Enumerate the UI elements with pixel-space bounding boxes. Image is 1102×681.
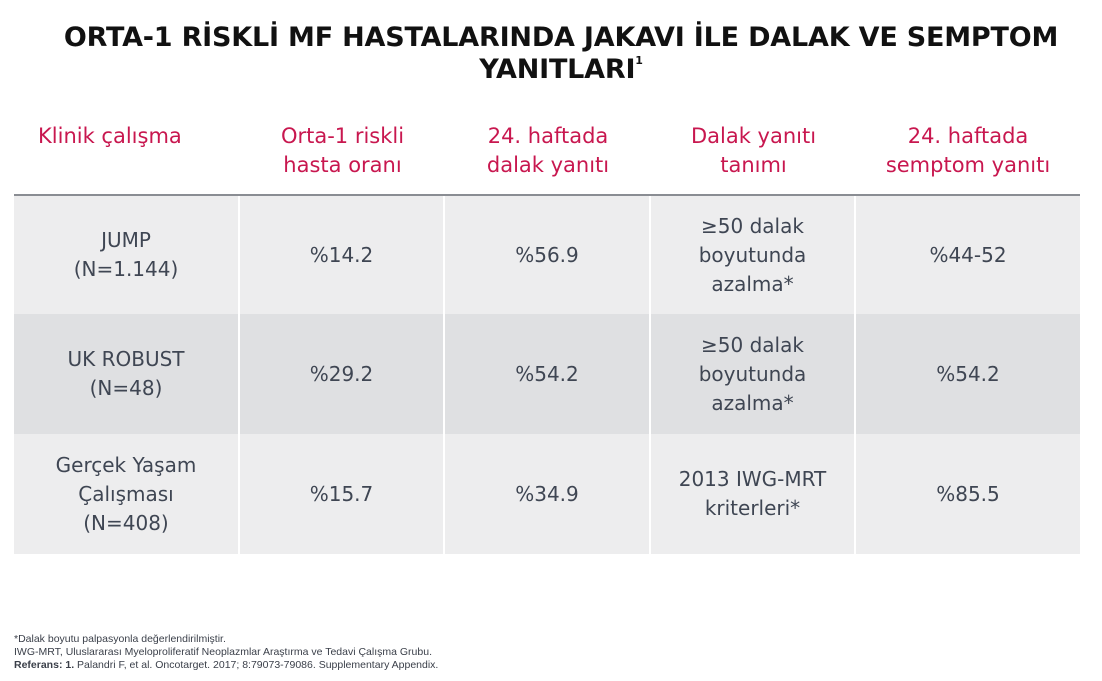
cell-symptom-response: %54.2 [856,314,1080,434]
cell-spleen-response: %54.2 [445,314,651,434]
cell-response-definition: ≥50 dalak boyutunda azalma* [651,314,856,434]
header-spleen-response-24w: 24. haftada dalak yanıtı [486,124,610,177]
title-line-2: YANITLARI1 [60,54,1062,86]
table-row: UK ROBUST (N=48) %29.2 %54.2 ≥50 dalak b… [14,314,1080,434]
footnote-abbreviation: IWG-MRT, Uluslararası Myeloproliferatif … [14,646,432,658]
reference-label: Referans: 1. [14,659,75,671]
table-row: Gerçek Yaşam Çalışması (N=408) %15.7 %34… [14,434,1080,554]
header-clinical-study: Klinik çalışma [38,124,182,148]
header-symptom-response-24w: 24. haftada semptom yanıtı [885,124,1051,177]
page-title: ORTA-1 RİSKLİ MF HASTALARINDA JAKAVI İLE… [60,22,1062,86]
table-header-row: Klinik çalışma Orta-1 riskli hasta oranı… [14,112,1080,196]
results-table: Klinik çalışma Orta-1 riskli hasta oranı… [14,112,1080,554]
cell-int1-risk-ratio: %14.2 [240,196,445,314]
footnotes: *Dalak boyutu palpasyonla değerlendirilm… [14,633,438,672]
cell-study: UK ROBUST (N=48) [14,314,240,434]
cell-response-definition: 2013 IWG-MRT kriterleri* [651,434,856,554]
header-spleen-response-definition: Dalak yanıtı tanımı [690,124,817,177]
reference-text: Palandri F, et al. Oncotarget. 2017; 8:7… [74,659,439,671]
cell-study: Gerçek Yaşam Çalışması (N=408) [14,434,240,554]
cell-int1-risk-ratio: %15.7 [240,434,445,554]
cell-study: JUMP (N=1.144) [14,196,240,314]
cell-int1-risk-ratio: %29.2 [240,314,445,434]
title-line-1: ORTA-1 RİSKLİ MF HASTALARINDA JAKAVI İLE… [63,22,1059,53]
title-reference-marker: 1 [635,54,643,67]
footnote-reference: Referans: 1. Palandri F, et al. Oncotarg… [14,659,438,672]
table-row: JUMP (N=1.144) %14.2 %56.9 ≥50 dalak boy… [14,196,1080,314]
cell-spleen-response: %34.9 [445,434,651,554]
cell-symptom-response: %85.5 [856,434,1080,554]
title-line-2-text: YANITLARI [479,54,636,85]
cell-response-definition: ≥50 dalak boyutunda azalma* [651,196,856,314]
cell-symptom-response: %44-52 [856,196,1080,314]
footnote-palpation: *Dalak boyutu palpasyonla değerlendirilm… [14,633,226,645]
cell-spleen-response: %56.9 [445,196,651,314]
header-int1-risk-ratio: Orta-1 riskli hasta oranı [280,124,405,177]
